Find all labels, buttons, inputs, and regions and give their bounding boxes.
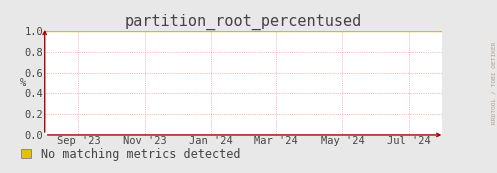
Y-axis label: %: % [20,78,26,88]
Title: partition_root_percentused: partition_root_percentused [125,14,362,30]
Legend: No matching metrics detected: No matching metrics detected [16,143,245,165]
Text: RRDTOOL / TOBI OETIKER: RRDTOOL / TOBI OETIKER [491,42,496,124]
